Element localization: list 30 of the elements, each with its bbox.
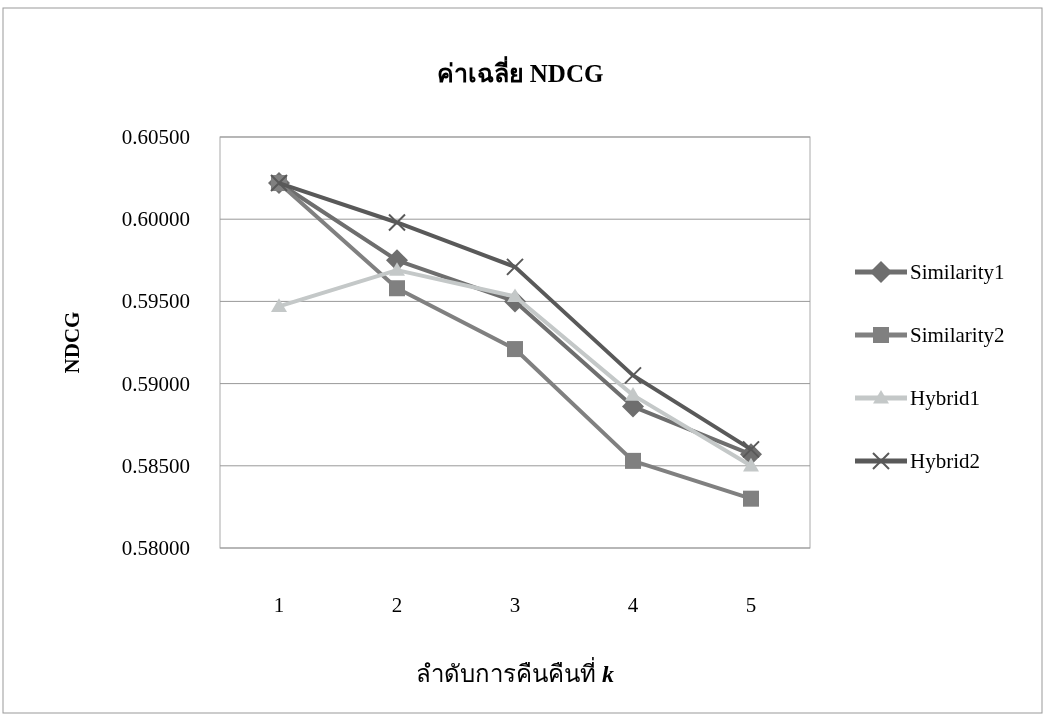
y-tick-label: 0.59500 bbox=[121, 289, 190, 314]
x-tick-label: 2 bbox=[391, 593, 403, 617]
x-tick-label: 4 bbox=[627, 593, 639, 617]
point bbox=[389, 280, 405, 297]
point bbox=[743, 457, 759, 472]
point bbox=[625, 387, 641, 401]
chart-title: ค่าเฉลี่ย NDCG bbox=[436, 56, 604, 87]
point bbox=[624, 366, 642, 385]
y-tick-label: 0.58500 bbox=[121, 453, 190, 478]
legend-label: Similarity2 bbox=[910, 323, 1005, 347]
point bbox=[506, 257, 524, 276]
point bbox=[271, 298, 287, 312]
legend-label: Similarity1 bbox=[910, 260, 1005, 284]
y-tick-label: 0.58000 bbox=[121, 536, 190, 560]
x-tick-label: 5 bbox=[745, 593, 757, 617]
legend-label: Hybrid1 bbox=[910, 386, 980, 410]
y-axis-title: NDCG bbox=[60, 311, 84, 374]
x-tick-label: 1 bbox=[273, 593, 285, 617]
point bbox=[507, 341, 523, 358]
x-axis-title: ลำดับการคืนคืนที่ k bbox=[416, 657, 614, 687]
legend-label: Hybrid2 bbox=[910, 449, 980, 473]
y-tick-label: 0.59000 bbox=[121, 371, 190, 396]
x-tick-label: 3 bbox=[509, 593, 521, 617]
point bbox=[625, 452, 641, 469]
y-tick-label: 0.60000 bbox=[121, 207, 190, 232]
y-tick-label: 0.60500 bbox=[121, 125, 190, 149]
point bbox=[743, 490, 759, 507]
point bbox=[389, 262, 405, 276]
point bbox=[742, 440, 760, 459]
point bbox=[388, 213, 406, 232]
